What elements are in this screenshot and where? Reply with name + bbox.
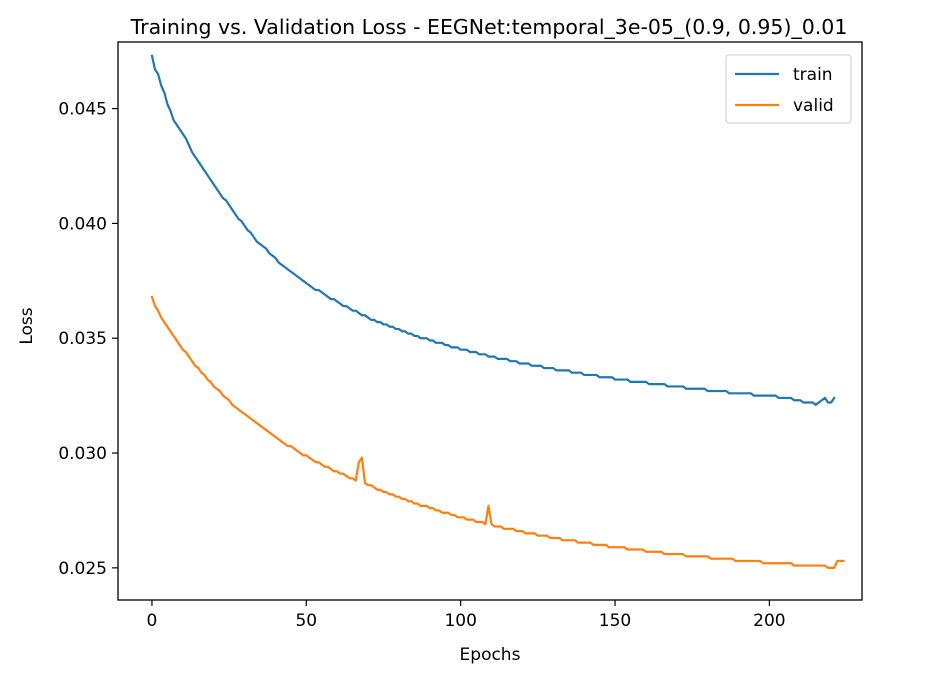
x-tick-label: 200 — [753, 611, 785, 631]
legend: train valid — [725, 54, 852, 124]
x-tick-label: 100 — [444, 611, 476, 631]
plot-area — [150, 54, 845, 569]
y-tick-label: 0.025 — [58, 559, 107, 579]
y-tick-label: 0.030 — [58, 444, 107, 464]
x-axis: 0 50 100 150 200 — [147, 600, 786, 631]
legend-label-train: train — [793, 65, 833, 85]
legend-label-valid: valid — [793, 96, 834, 116]
y-axis-label: Loss — [17, 307, 37, 344]
y-axis: 0.025 0.030 0.035 0.040 0.045 — [58, 100, 118, 579]
x-tick-label: 50 — [295, 611, 317, 631]
x-tick-label: 0 — [147, 611, 158, 631]
axes-frame — [117, 41, 863, 601]
series-line-train — [150, 54, 836, 406]
x-axis-label: Epochs — [460, 645, 521, 665]
x-tick-label: 150 — [599, 611, 631, 631]
series-line-valid — [150, 295, 845, 569]
chart-title: Training vs. Validation Loss - EEGNet:te… — [130, 15, 848, 40]
y-tick-label: 0.045 — [58, 100, 107, 120]
y-tick-label: 0.035 — [58, 329, 107, 349]
y-tick-label: 0.040 — [58, 214, 107, 234]
